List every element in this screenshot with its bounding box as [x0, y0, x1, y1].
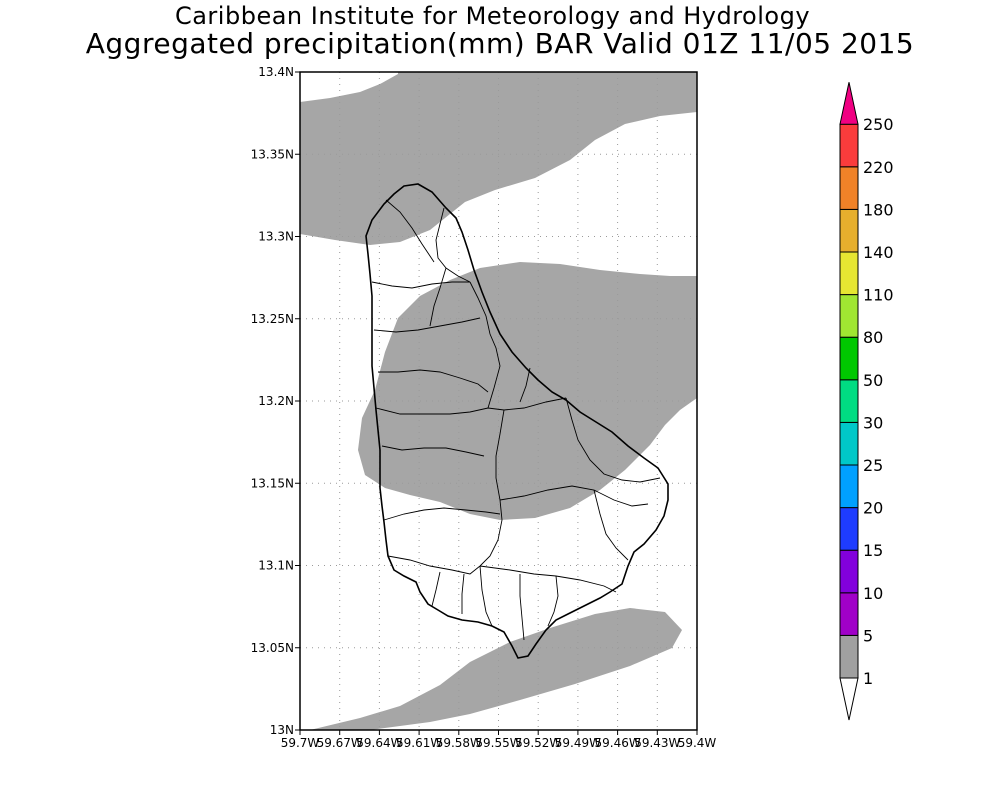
longitude-axis: 59.7W59.67W59.64W59.61W59.58W59.55W59.52…: [281, 730, 717, 750]
chart-title-product: Aggregated precipitation(mm) BAR Valid 0…: [85, 27, 915, 60]
lat-tick-label: 13N: [270, 723, 294, 737]
colorbar-min-arrow: [839, 677, 859, 721]
colorbar-level-label: 110: [863, 286, 894, 305]
lon-tick-label: 59.58W: [436, 736, 482, 750]
lon-tick-label: 59.49W: [555, 736, 601, 750]
lon-tick-label: 59.67W: [317, 736, 363, 750]
colorbar-segment: [839, 123, 859, 168]
colorbar-level-label: 5: [863, 626, 873, 645]
barbados-outline: [365, 183, 669, 659]
lat-tick-label: 13.15N: [251, 476, 294, 490]
colorbar-segment: [839, 251, 859, 296]
colorbar-segment: [839, 166, 859, 210]
lon-tick-label: 59.7W: [281, 736, 320, 750]
lon-tick-label: 59.55W: [475, 736, 521, 750]
colorbar-segment: [839, 549, 859, 594]
colorbar-level-label: 50: [863, 371, 883, 390]
colorbar-segment: [839, 634, 859, 679]
lat-tick-label: 13.1N: [258, 559, 294, 573]
lat-tick-label: 13.4N: [258, 65, 294, 79]
chart-title-institute: Caribbean Institute for Meteorology and …: [174, 2, 811, 30]
colorbar-max-arrow: [839, 82, 859, 125]
rain-band-south: [310, 608, 682, 730]
colorbar-level-label: 15: [863, 541, 883, 560]
lon-tick-label: 59.43W: [634, 736, 680, 750]
lat-tick-label: 13.25N: [251, 312, 294, 326]
colorbar-segment: [839, 464, 859, 509]
colorbar-level-label: 20: [863, 499, 883, 518]
latitude-axis: 13.4N 13.35N 13.3N 13.25N 13.2N 13.15N 13.1N 13…: [251, 65, 300, 737]
colorbar-segment: [839, 592, 859, 636]
colorbar-segment: [839, 507, 859, 551]
lat-tick-label: 13.3N: [258, 230, 294, 244]
colorbar-level-label: 10: [863, 584, 883, 603]
lat-tick-label: 13.35N: [251, 147, 294, 161]
rain-band-north: [300, 72, 697, 245]
lat-tick-label: 13.2N: [258, 394, 294, 408]
lon-tick-label: 59.52W: [515, 736, 561, 750]
colorbar-segment: [839, 336, 859, 381]
lon-tick-label: 59.61W: [396, 736, 442, 750]
lon-tick-label: 59.64W: [356, 736, 402, 750]
parish-boundaries: [371, 199, 661, 641]
colorbar-segment: [839, 294, 859, 338]
lon-tick-label: 59.46W: [594, 736, 640, 750]
colorbar-level-label: 180: [863, 200, 894, 219]
coastline: [365, 183, 669, 659]
rain-band-central: [358, 262, 697, 520]
colorbar-level-label: 220: [863, 158, 894, 177]
colorbar-segment: [839, 421, 859, 466]
colorbar-level-label: 80: [863, 328, 883, 347]
colorbar-level-label: 140: [863, 243, 894, 262]
colorbar-segment: [839, 208, 859, 253]
colorbar-level-label: 250: [863, 115, 894, 134]
lat-tick-label: 13.05N: [251, 641, 294, 655]
colorbar-segment: [839, 379, 859, 423]
colorbar-level-label: 25: [863, 456, 883, 475]
colorbar-level-label: 1: [863, 669, 873, 688]
precipitation-areas: [300, 72, 697, 730]
colorbar-level-label: 30: [863, 413, 883, 432]
lon-tick-label: 59.4W: [678, 736, 717, 750]
